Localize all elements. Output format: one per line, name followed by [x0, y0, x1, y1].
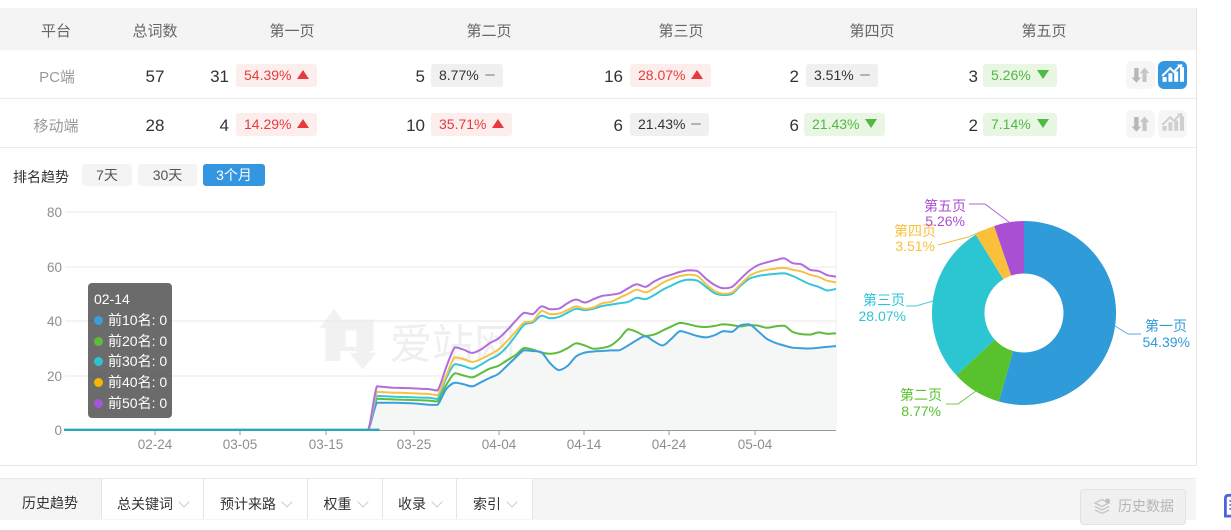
svg-text:第三页: 第三页: [863, 292, 905, 308]
svg-text:02-24: 02-24: [138, 437, 173, 452]
svg-text:第五页: 第五页: [924, 198, 966, 214]
svg-text:04-24: 04-24: [652, 437, 687, 452]
svg-text:05-04: 05-04: [738, 437, 773, 452]
svg-text:5.26%: 5.26%: [925, 213, 965, 229]
svg-text:54.39%: 54.39%: [1143, 334, 1190, 350]
svg-text:04-04: 04-04: [482, 437, 517, 452]
svg-text:40: 40: [47, 314, 62, 329]
svg-text:28.07%: 28.07%: [859, 308, 906, 324]
svg-text:0: 0: [54, 423, 62, 438]
svg-text:03-15: 03-15: [309, 437, 344, 452]
svg-text:第四页: 第四页: [894, 223, 936, 239]
svg-text:第二页: 第二页: [900, 387, 942, 403]
svg-text:第一页: 第一页: [1145, 318, 1187, 334]
svg-text:60: 60: [47, 260, 62, 275]
svg-text:20: 20: [47, 369, 62, 384]
svg-text:03-25: 03-25: [397, 437, 432, 452]
svg-text:3.51%: 3.51%: [895, 238, 935, 254]
svg-text:03-05: 03-05: [223, 437, 258, 452]
svg-text:80: 80: [47, 205, 62, 220]
svg-text:04-14: 04-14: [567, 437, 602, 452]
svg-text:8.77%: 8.77%: [901, 403, 941, 419]
